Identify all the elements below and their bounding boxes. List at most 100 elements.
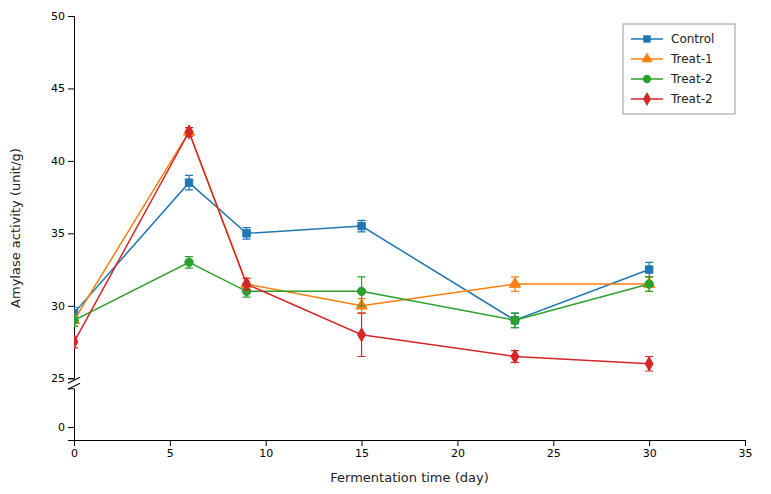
error-cap [358,312,366,313]
tick: 45 [51,82,74,95]
series [74,125,655,326]
y-axis-title: Amylase activity (unit/g) [8,148,23,308]
tick: 35 [739,440,753,460]
error-cap [358,356,366,357]
tick-mark [68,427,74,428]
error-bar [511,313,519,327]
tick-mark [170,440,171,446]
tick-mark [68,378,74,379]
error-bar [645,357,653,371]
tick-mark [68,88,74,89]
main-panel: 253035404550ControlTreat-1Treat-2Treat-2 [51,10,735,385]
tick: 5 [167,440,174,460]
error-cap [185,175,193,176]
tick: 25 [51,372,74,385]
stub-panel: 005101520253035 [58,389,753,460]
series [74,257,653,328]
tick-label: 5 [167,447,174,460]
error-bar [511,313,519,327]
marker [645,357,653,371]
legend-entry: Treat-2 [631,72,713,86]
tick-mark [68,306,74,307]
tick-mark [68,233,74,234]
axis-break [68,377,80,389]
break-mark [68,383,80,389]
tick-mark [457,440,458,446]
tick-mark [362,440,363,446]
tick-mark [68,16,74,17]
error-cap [358,220,366,221]
error-cap [511,327,519,328]
tick-label: 20 [451,447,465,460]
error-cap [74,325,78,326]
legend-label: Treat-1 [670,52,713,66]
tick-mark [266,440,267,446]
error-cap [511,312,519,313]
axis-line [68,17,75,379]
tick-mark [74,440,75,446]
error-cap [511,327,519,328]
tick-label: 35 [51,227,65,240]
tick-label: 35 [739,447,753,460]
error-cap [74,307,78,308]
series [74,175,653,327]
tick-label: 15 [355,447,369,460]
error-cap [511,291,519,292]
series-line [74,183,649,321]
marker [185,258,193,266]
series-line [74,132,649,320]
tick: 20 [451,440,465,460]
error-bar [645,277,653,291]
error-bar [74,314,78,326]
x-axis-title: Fermentation time (day) [330,470,488,485]
tick: 30 [51,300,74,313]
error-bar [645,277,653,291]
error-cap [185,189,193,190]
error-cap [243,297,251,298]
error-cap [185,256,193,257]
tick-label: 0 [71,447,78,460]
tick-label: 40 [51,155,65,168]
legend-entry: Treat-2 [631,92,713,106]
legend-marker [643,35,650,42]
marker [511,316,519,324]
marker [74,316,78,324]
marker [509,278,520,288]
error-cap [645,291,653,292]
legend-entry: Control [631,32,714,46]
error-cap [511,312,519,313]
error-bar [645,262,653,276]
marker [511,317,518,324]
axis-line [75,441,746,447]
y-axis: 253035404550 [51,10,75,385]
marker [243,277,251,291]
tick: 25 [547,440,561,460]
tick: 35 [51,227,74,240]
error-cap [645,276,653,277]
error-cap [645,291,653,292]
error-bar [358,220,366,232]
error-bar [185,175,193,189]
tick: 30 [643,440,657,460]
marker [358,222,365,229]
error-bar [358,277,366,306]
tick-mark [68,161,74,162]
error-cap [645,276,653,277]
tick-label: 30 [51,300,65,313]
marker [511,350,519,364]
error-cap [74,314,78,315]
tick: 10 [259,440,273,460]
legend-label: Treat-2 [670,72,713,86]
error-bar [358,313,366,356]
tick-label: 30 [643,447,657,460]
error-bar [243,228,251,240]
error-cap [358,312,366,313]
legend-marker [643,75,651,83]
series-line [74,132,649,364]
marker [357,287,365,295]
error-cap [243,239,251,240]
tick-label: 10 [259,447,273,460]
error-bar [74,314,78,326]
marker [645,280,653,288]
error-cap [74,314,78,315]
